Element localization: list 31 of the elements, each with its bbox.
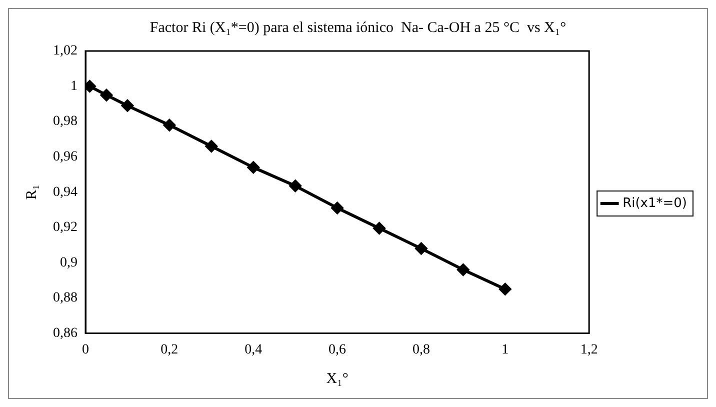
x-tick-label: 0,6 [328,342,346,358]
y-tick-label: 0,96 [53,149,78,164]
x-tick-label: 1 [502,342,509,358]
point [373,222,386,234]
x-tick-label: 0,4 [244,342,262,358]
y-tick-label: 0,86 [53,326,78,341]
x-tick-label: 1,2 [580,342,598,358]
legend-label: Ri(x1*=0) [622,196,688,211]
y-tick-label: 0,98 [53,114,78,130]
y-tick-label: 0,88 [53,290,78,306]
chart-title: Factor Ri (X₁*=0) para el sistema iónico Na- Ca-OH a 25 °C vs X₁° [150,20,566,36]
y-tick-label: 1 [70,78,78,94]
x-axis-title: X₁° [326,370,348,387]
y-tick-label: 0,9 [60,255,78,270]
point [457,264,470,276]
point [121,100,134,112]
x-tick-label: 0 [82,342,89,358]
point [205,140,218,152]
x-tick-label: 0,2 [160,342,178,358]
x-tick-label: 0,8 [412,342,430,358]
y-tick-label: 0,92 [53,220,78,236]
point [415,242,428,255]
point [331,202,344,214]
point [247,161,260,174]
y-tick-label: 0,94 [53,184,78,200]
point [499,283,512,296]
point [163,119,176,132]
point [289,180,302,192]
point [100,89,112,102]
y-tick-label: 1,02 [53,44,78,59]
y-axis-title: R₁ [24,184,40,200]
